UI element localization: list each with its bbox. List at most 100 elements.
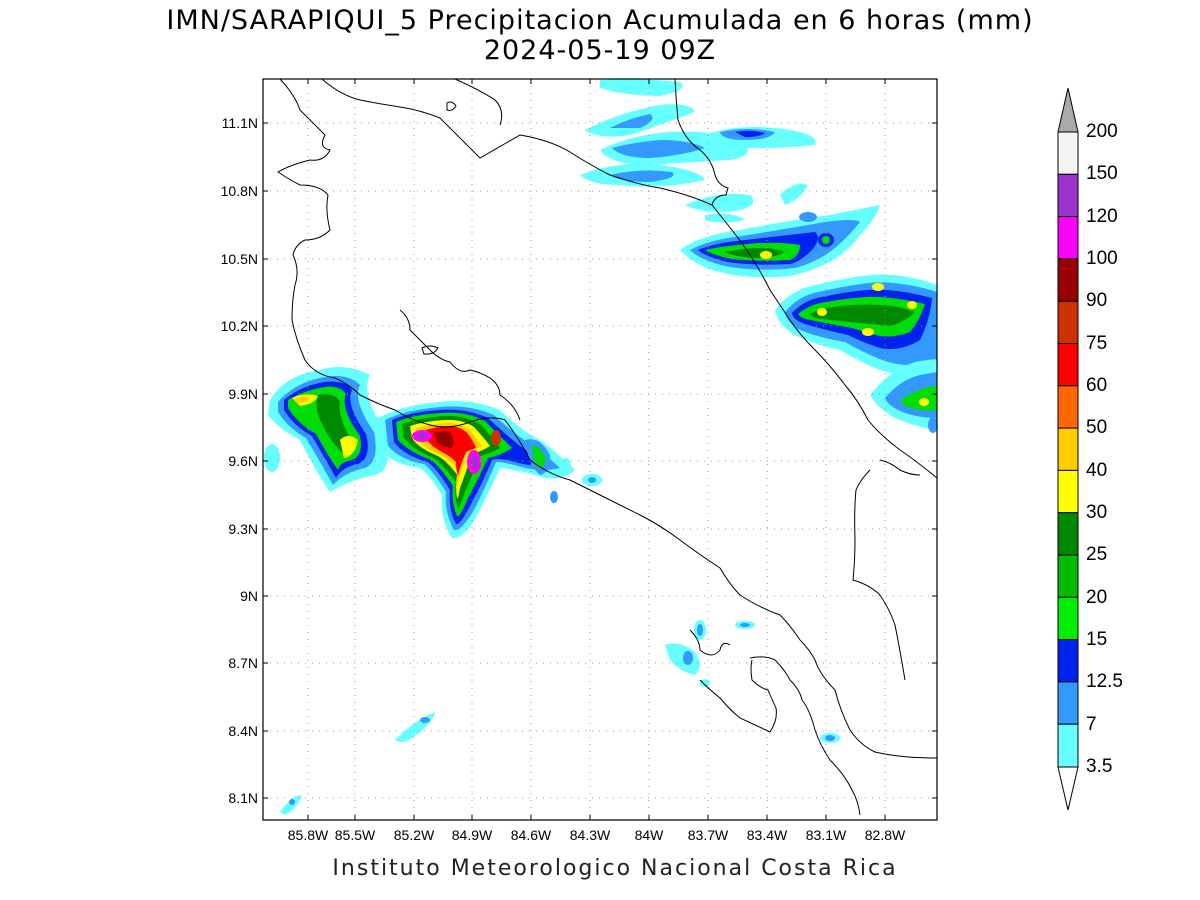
colorbar-segment (1057, 131, 1079, 175)
precip-ne-2 (685, 193, 754, 212)
colorbar-label: 120 (1086, 206, 1118, 227)
colorbar-segment (1057, 216, 1079, 260)
precip-panama-2 (825, 735, 835, 741)
precip-central-east-green (532, 446, 546, 468)
footer-credit: Instituto Meteorologico Nacional Costa R… (332, 856, 898, 881)
chira-island (421, 345, 439, 355)
precip-osa-7 (700, 679, 710, 687)
colorbar-label: 40 (1086, 460, 1108, 481)
precip-west-orange (294, 396, 310, 403)
precip-osa-2 (683, 651, 693, 665)
colorbar-label: 60 (1086, 375, 1108, 396)
colorbar-segment (1057, 681, 1079, 725)
precip-sw-1 (395, 712, 435, 743)
lon-tick-label: 84.9W (451, 827, 493, 843)
colorbar-segment (1057, 512, 1079, 556)
colorbar-label: 50 (1086, 417, 1108, 438)
precip-east-south-yellow (919, 398, 929, 406)
gulf-nicoya (399, 309, 521, 421)
lat-tick-label: 9.6N (228, 453, 258, 469)
precip-ne-3 (780, 183, 808, 205)
colorbar (1057, 87, 1079, 811)
precip-east-yellow-4 (907, 301, 917, 309)
colorbar-label: 200 (1086, 121, 1118, 142)
precip-osa-1 (665, 643, 700, 675)
panama-pacific (799, 639, 937, 759)
colorbar-segment (1057, 173, 1079, 218)
precip-central-purple (417, 433, 427, 439)
colorbar-label: 20 (1086, 587, 1108, 608)
colorbar-label: 100 (1086, 248, 1118, 269)
precip-east-darkgreen (810, 304, 915, 326)
lon-tick-label: 85.2W (393, 827, 435, 843)
colorbar-label: 90 (1086, 290, 1108, 311)
lat-tick-label: 10.5N (220, 251, 258, 267)
caribbean-coast-north (674, 79, 729, 206)
lake-nicaragua-shore (454, 79, 503, 126)
precip-osa-6 (740, 623, 750, 627)
precip-osa-4 (697, 624, 703, 636)
colorbar-segment (1057, 300, 1079, 345)
colorbar-top-arrow (1057, 87, 1079, 133)
precip-small-2 (561, 458, 571, 472)
precip-ne-coast-blob3 (799, 212, 817, 222)
colorbar-label: 25 (1086, 544, 1108, 565)
golfo-dulce (749, 656, 861, 816)
lon-tick-label: 84.6W (510, 827, 552, 843)
burica (699, 659, 777, 733)
lon-tick-label: 85.8W (287, 827, 329, 843)
lon-tick-label: 85.5W (334, 827, 376, 843)
colorbar-segment (1057, 639, 1079, 683)
grid-lines (263, 79, 937, 820)
colorbar-label: 12.5 (1086, 671, 1123, 692)
colorbar-segment (1057, 343, 1079, 387)
precipitation-field (264, 79, 937, 815)
chart-subtitle-datetime: 2024-05-19 09Z (483, 35, 717, 66)
lon-tick-label: 83.7W (687, 827, 729, 843)
panama-border (852, 469, 906, 681)
lat-tick-label: 9N (240, 588, 258, 604)
lat-tick-label: 8.4N (228, 723, 258, 739)
precip-nband-1 (600, 79, 683, 96)
lon-tick-label: 83.4W (746, 827, 788, 843)
tick-marks (263, 79, 937, 820)
precip-central-purple-2 (471, 455, 477, 469)
pacific-coast-central (504, 419, 801, 641)
lat-tick-label: 9.9N (228, 386, 258, 402)
precip-central-darkred (434, 431, 454, 448)
precip-nband-2b (610, 114, 653, 128)
precip-sw-3 (280, 795, 302, 815)
colorbar-label: 30 (1086, 502, 1108, 523)
precip-ne-4 (705, 213, 745, 223)
lat-tick-label: 10.2N (220, 318, 258, 334)
chart-title: IMN/SARAPIQUI_5 Precipitacion Acumulada … (166, 5, 1034, 36)
colorbar-label: 15 (1086, 629, 1108, 650)
colorbar-label: 75 (1086, 333, 1108, 354)
precip-east-yellow-3 (862, 328, 874, 336)
colorbar-label: 150 (1086, 163, 1118, 184)
colorbar-label: 7 (1086, 714, 1097, 735)
precip-east-edge (928, 417, 937, 433)
precip-ne-1c (735, 130, 765, 137)
osa-peninsula (689, 629, 731, 656)
lon-tick-label: 83.1W (805, 827, 847, 843)
nicaragua-border (321, 79, 713, 206)
precip-central-darkred-2 (491, 430, 501, 446)
colorbar-segment (1057, 596, 1079, 641)
lat-tick-label: 9.3N (228, 521, 258, 537)
caribbean-coast (711, 204, 937, 479)
precip-east-yellow-1 (817, 308, 827, 316)
lon-tick-label: 82.8W (864, 827, 906, 843)
precip-sw-4 (289, 799, 295, 805)
lat-tick-label: 10.8N (220, 183, 258, 199)
precip-east-yellow-2 (872, 283, 884, 291)
colorbar-segment (1057, 427, 1079, 471)
lat-tick-label: 11.1N (221, 115, 258, 131)
precip-west-yellow-2 (340, 436, 358, 458)
lat-tick-label: 8.1N (228, 790, 258, 806)
precip-small-4 (588, 477, 596, 483)
colorbar-segment (1057, 258, 1079, 302)
lon-tick-label: 84.3W (569, 827, 611, 843)
lat-tick-label: 8.7N (228, 655, 258, 671)
